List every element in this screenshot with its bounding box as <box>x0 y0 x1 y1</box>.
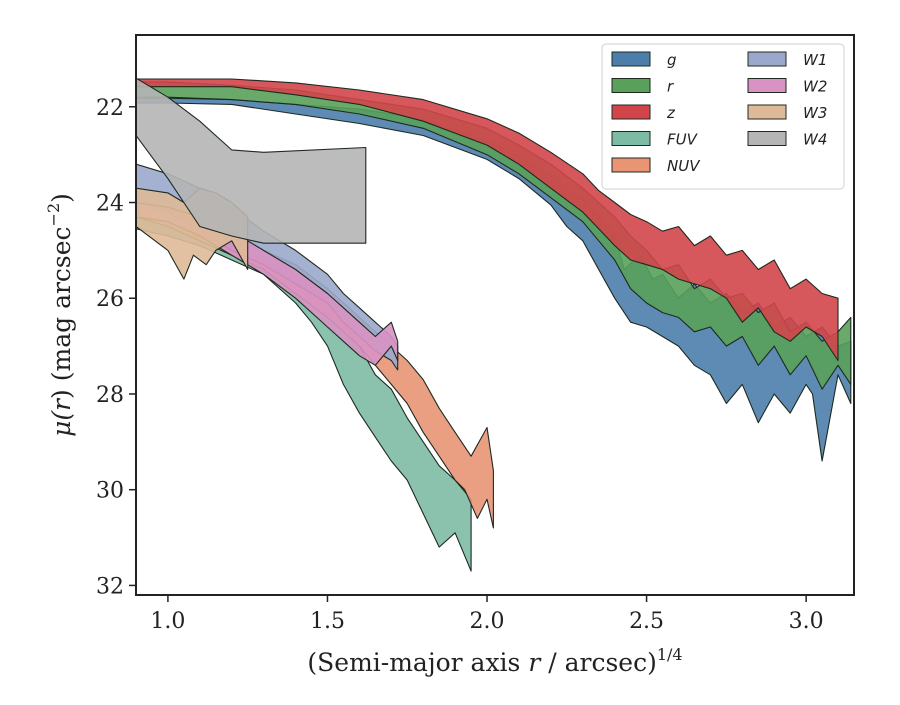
y-tick-label: 30 <box>96 479 124 504</box>
x-tick-label: 1.0 <box>150 609 185 634</box>
y-tick-label: 26 <box>96 287 124 312</box>
legend-swatch-w2 <box>747 78 787 93</box>
y-axis-label: μ(r) (mag arcsec−2) <box>44 193 76 437</box>
legend-label-nuv: NUV <box>667 157 701 175</box>
legend-label-w2: W2 <box>803 78 827 96</box>
legend-swatch-z <box>611 104 651 120</box>
plot-frame <box>135 34 855 596</box>
y-tick-label: 32 <box>96 574 124 599</box>
y-axis: 22 24 26 28 30 32 <box>96 96 136 599</box>
legend-label-fuv: FUV <box>667 131 699 149</box>
series-layer <box>136 77 852 572</box>
x-tick-label: 3.0 <box>789 609 824 634</box>
legend-swatch-w4 <box>747 131 787 146</box>
x-tick-label: 2.5 <box>629 609 664 634</box>
y-tick-label: 22 <box>96 96 124 121</box>
y-tick-label: 28 <box>96 383 124 408</box>
x-tick-label: 2.0 <box>470 609 505 634</box>
legend-swatch-nuv <box>611 157 651 173</box>
legend-label-w1: W1 <box>803 51 827 69</box>
y-tick-label: 24 <box>96 192 124 217</box>
legend-label-w4: W4 <box>803 131 827 149</box>
legend-swatch-fuv <box>611 131 651 146</box>
legend-label-r: r <box>667 78 674 96</box>
legend: grz FUV NUV W1 W2 W3 W4 <box>601 43 845 190</box>
legend-swatch-g <box>611 51 651 67</box>
legend-swatch-w3 <box>747 104 787 120</box>
x-axis: 1.0 1.5 2.0 2.5 3.0 <box>150 595 824 634</box>
x-tick-label: 1.5 <box>310 609 345 634</box>
series-band-w2 <box>136 201 399 366</box>
legend-swatch-w1 <box>747 51 787 67</box>
x-axis-label: (Semi-major axis r / arcsec)1/4 <box>307 645 682 677</box>
legend-label-w3: W3 <box>803 104 827 122</box>
series-band-w4 <box>136 77 367 244</box>
legend-label-g: g <box>667 51 677 69</box>
series-band-z <box>136 78 839 362</box>
legend-label-z: z <box>666 104 676 122</box>
legend-swatch-r <box>611 78 651 93</box>
